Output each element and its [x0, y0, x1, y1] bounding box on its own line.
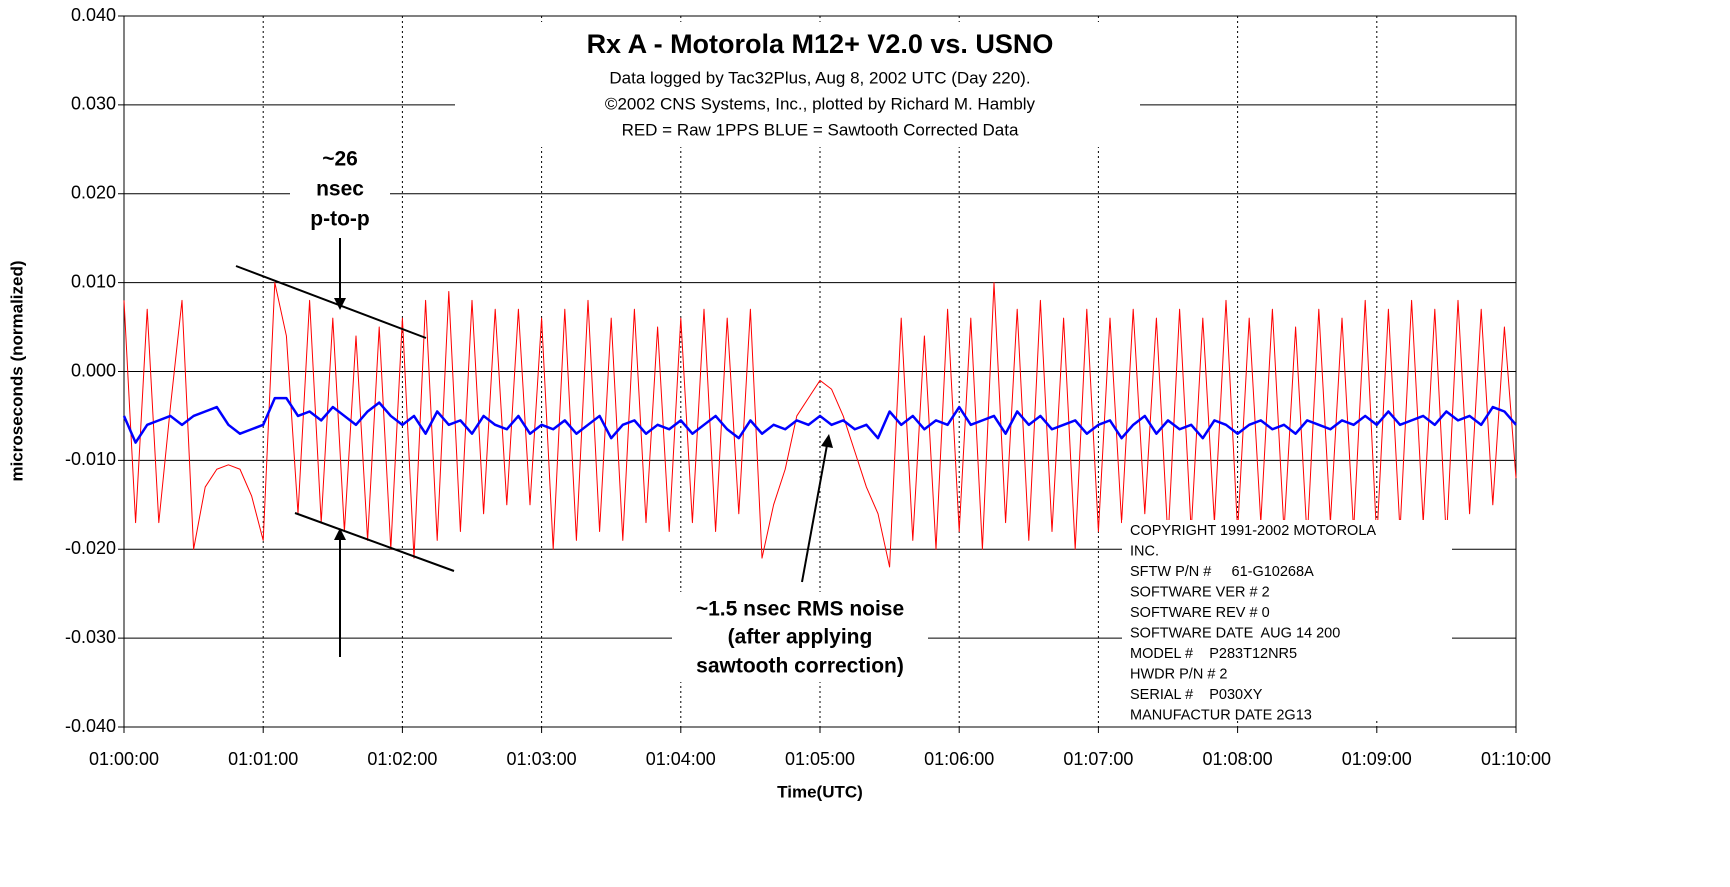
annotation: ~26	[322, 148, 358, 171]
annotation: nsec	[316, 178, 364, 201]
info-line: SOFTWARE REV # 0	[1130, 605, 1270, 621]
arrowhead	[821, 434, 833, 448]
y-tick-label: -0.040	[65, 716, 116, 736]
info-line: COPYRIGHT 1991-2002 MOTOROLA	[1130, 523, 1376, 539]
annotation-backdrop	[290, 145, 390, 237]
y-tick-label: 0.010	[71, 271, 116, 291]
x-tick-label: 01:03:00	[507, 749, 577, 769]
y-tick-label: 0.040	[71, 5, 116, 25]
info-box: COPYRIGHT 1991-2002 MOTOROLA INC. SFTW P/N…	[1130, 523, 1376, 724]
x-tick-label: 01:09:00	[1342, 749, 1412, 769]
y-tick-label: -0.030	[65, 627, 116, 647]
annotation: sawtooth correction)	[696, 655, 904, 678]
info-line: SOFTWARE DATE AUG 14 200	[1130, 625, 1340, 641]
y-tick-label: 0.020	[71, 183, 116, 203]
y-tick-label: -0.010	[65, 449, 116, 469]
x-tick-label: 01:00:00	[89, 749, 159, 769]
subtitle: ©2002 CNS Systems, Inc., plotted by Rich…	[605, 94, 1036, 113]
arrowhead	[334, 528, 346, 540]
subtitle: Data logged by Tac32Plus, Aug 8, 2002 UT…	[609, 68, 1030, 87]
x-tick-label: 01:01:00	[228, 749, 298, 769]
info-line: MANUFACTUR DATE 2G13	[1130, 707, 1312, 723]
chart-title: Rx A - Motorola M12+ V2.0 vs. USNO	[587, 29, 1054, 59]
series-line	[122, 396, 1517, 444]
arrowhead	[334, 298, 346, 310]
subtitle: RED = Raw 1PPS BLUE = Sawtooth Corrected…	[622, 120, 1019, 139]
info-line: HWDR P/N # 2	[1130, 666, 1228, 682]
info-line: SFTW P/N # 61-G10268A	[1130, 564, 1314, 580]
y-tick-label: 0.030	[71, 94, 116, 114]
x-tick-label: 01:10:00	[1481, 749, 1551, 769]
x-tick-label: 01:04:00	[646, 749, 716, 769]
title-backdrop	[455, 22, 1140, 147]
x-tick-label: 01:07:00	[1063, 749, 1133, 769]
arrow	[801, 444, 828, 583]
info-line: SOFTWARE VER # 2	[1130, 584, 1270, 600]
x-axis-title: Time(UTC)	[777, 782, 863, 801]
y-tick-label: -0.020	[65, 538, 116, 558]
x-tick-label: 01:08:00	[1203, 749, 1273, 769]
annotation-backdrop	[672, 592, 928, 682]
x-tick-label: 01:06:00	[924, 749, 994, 769]
info-line: SERIAL # P030XY	[1130, 687, 1263, 703]
annotation: p-to-p	[310, 208, 369, 231]
x-tick-label: 01:05:00	[785, 749, 855, 769]
y-axis-title: microseconds (normalized)	[7, 260, 26, 481]
y-tick-label: 0.000	[71, 360, 116, 380]
info-backdrop	[1122, 520, 1452, 720]
annotation: ~1.5 nsec RMS noise	[696, 598, 904, 621]
info-line: INC.	[1130, 543, 1159, 559]
annotation: (after applying	[728, 626, 873, 649]
x-tick-label: 01:02:00	[367, 749, 437, 769]
envelope-line	[235, 265, 427, 339]
info-line: MODEL # P283T12NR5	[1130, 646, 1297, 662]
envelope-line	[294, 512, 455, 572]
